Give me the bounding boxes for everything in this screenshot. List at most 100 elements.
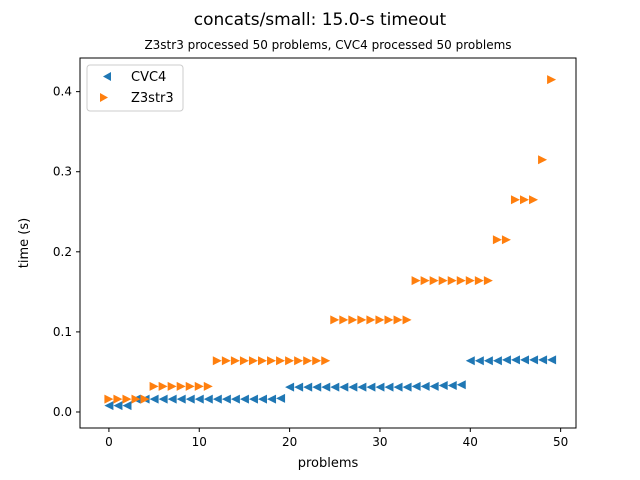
- data-point-z3str3: [456, 276, 466, 286]
- data-point-cvc4: [122, 401, 132, 411]
- data-point-cvc4: [465, 356, 475, 366]
- data-point-z3str3: [520, 195, 530, 205]
- data-point-z3str3: [339, 315, 349, 325]
- data-point-z3str3: [267, 356, 277, 366]
- chart-subtitle: Z3str3 processed 50 problems, CVC4 proce…: [144, 38, 511, 52]
- plot-frame: [79, 57, 577, 429]
- data-point-cvc4: [330, 382, 340, 392]
- data-point-z3str3: [104, 394, 114, 404]
- data-point-cvc4: [357, 382, 367, 392]
- data-point-z3str3: [501, 235, 511, 245]
- data-point-z3str3: [547, 75, 557, 85]
- data-point-cvc4: [104, 401, 114, 411]
- y-tick-label: 0.1: [53, 325, 72, 339]
- data-point-z3str3: [492, 235, 502, 245]
- x-tick-label: 20: [282, 435, 297, 449]
- data-point-cvc4: [375, 382, 385, 392]
- data-point-cvc4: [474, 356, 484, 366]
- data-point-z3str3: [158, 381, 168, 391]
- data-point-z3str3: [257, 356, 267, 366]
- data-point-cvc4: [239, 394, 249, 404]
- data-point-z3str3: [375, 315, 385, 325]
- data-point-z3str3: [321, 356, 331, 366]
- data-point-z3str3: [203, 381, 213, 391]
- data-point-cvc4: [257, 394, 267, 404]
- data-point-z3str3: [122, 394, 132, 404]
- data-point-cvc4: [167, 394, 177, 404]
- y-tick-label: 0.2: [53, 245, 72, 259]
- data-point-z3str3: [420, 276, 430, 286]
- data-point-cvc4: [492, 356, 502, 366]
- data-point-z3str3: [276, 356, 286, 366]
- y-tick-label: 0.0: [53, 405, 72, 419]
- data-point-cvc4: [520, 355, 530, 365]
- data-point-z3str3: [294, 356, 304, 366]
- data-point-z3str3: [510, 195, 520, 205]
- data-point-z3str3: [194, 381, 204, 391]
- data-point-z3str3: [230, 356, 240, 366]
- y-axis-label: time (s): [17, 218, 32, 268]
- data-point-cvc4: [547, 355, 557, 365]
- data-point-cvc4: [348, 382, 358, 392]
- data-point-cvc4: [176, 394, 186, 404]
- data-point-z3str3: [221, 356, 231, 366]
- data-point-cvc4: [339, 382, 349, 392]
- data-point-z3str3: [176, 381, 186, 391]
- legend-marker-cvc4: [103, 72, 111, 81]
- data-point-z3str3: [248, 356, 258, 366]
- data-point-z3str3: [438, 276, 448, 286]
- data-point-cvc4: [303, 382, 313, 392]
- data-point-cvc4: [312, 382, 322, 392]
- data-point-z3str3: [303, 356, 313, 366]
- data-point-cvc4: [194, 394, 204, 404]
- data-point-z3str3: [529, 195, 539, 205]
- data-point-cvc4: [230, 394, 240, 404]
- x-tick-label: 10: [192, 435, 207, 449]
- data-point-cvc4: [221, 394, 231, 404]
- data-point-z3str3: [348, 315, 358, 325]
- data-point-z3str3: [384, 315, 394, 325]
- x-tick-label: 30: [372, 435, 387, 449]
- data-point-cvc4: [483, 356, 493, 366]
- x-tick-label: 40: [463, 435, 478, 449]
- legend-marker-z3str3: [100, 93, 108, 102]
- data-point-z3str3: [185, 381, 195, 391]
- data-point-z3str3: [330, 315, 340, 325]
- legend-label-z3str3: Z3str3: [131, 91, 174, 106]
- data-point-z3str3: [393, 315, 403, 325]
- data-point-z3str3: [474, 276, 484, 286]
- x-tick-label: 50: [553, 435, 568, 449]
- data-point-cvc4: [366, 382, 376, 392]
- data-point-z3str3: [285, 356, 295, 366]
- data-point-z3str3: [538, 155, 548, 165]
- data-point-cvc4: [510, 355, 520, 365]
- y-tick-label: 0.4: [53, 85, 72, 99]
- data-point-cvc4: [384, 382, 394, 392]
- data-point-cvc4: [203, 394, 213, 404]
- data-point-z3str3: [483, 276, 493, 286]
- chart-title: concats/small: 15.0-s timeout: [194, 10, 447, 30]
- data-point-z3str3: [366, 315, 376, 325]
- y-tick-label: 0.3: [53, 165, 72, 179]
- data-point-cvc4: [393, 382, 403, 392]
- data-point-z3str3: [167, 381, 177, 391]
- data-point-z3str3: [131, 394, 141, 404]
- data-point-cvc4: [276, 393, 286, 403]
- data-point-cvc4: [529, 355, 539, 365]
- data-point-cvc4: [447, 381, 457, 391]
- data-point-z3str3: [357, 315, 367, 325]
- data-point-cvc4: [185, 394, 195, 404]
- data-point-z3str3: [402, 315, 412, 325]
- data-point-cvc4: [285, 382, 295, 392]
- data-point-cvc4: [294, 382, 304, 392]
- plot-marks: [104, 75, 557, 411]
- data-point-cvc4: [113, 401, 123, 411]
- axes: 0 10 20 30 40 50 0.0 0.1 0.2 0.3 0.4: [53, 85, 568, 449]
- data-point-cvc4: [321, 382, 331, 392]
- data-point-cvc4: [411, 381, 421, 391]
- data-point-cvc4: [429, 381, 439, 391]
- data-point-cvc4: [149, 394, 159, 404]
- data-point-z3str3: [149, 381, 159, 391]
- legend: CVC4 Z3str3: [86, 64, 184, 112]
